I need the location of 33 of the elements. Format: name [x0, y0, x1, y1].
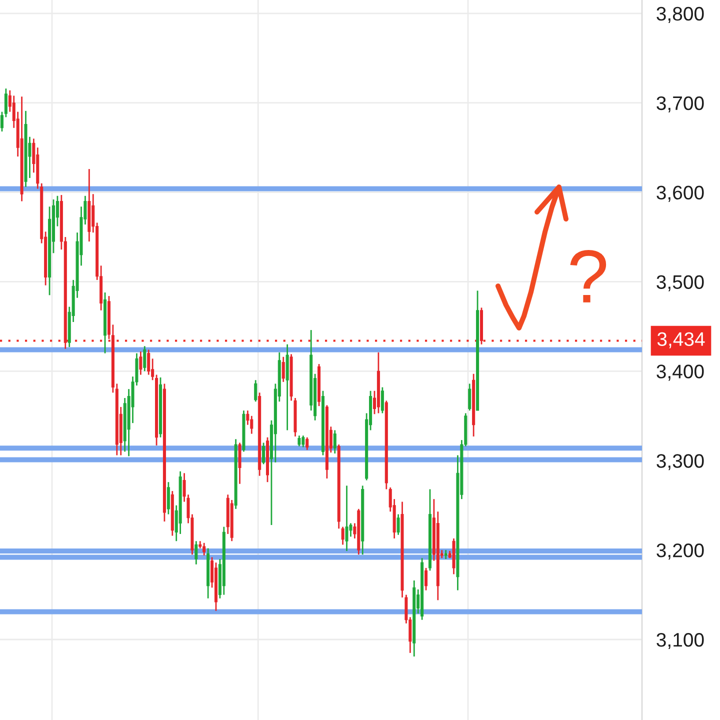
candlestick — [306, 436, 309, 451]
candlestick — [468, 383, 472, 412]
y-tick-label: 3,200 — [656, 544, 704, 560]
candlestick — [166, 481, 170, 515]
candlestick — [238, 442, 242, 485]
candlestick — [333, 430, 336, 454]
candlestick — [345, 484, 348, 552]
candlestick — [0, 111, 4, 132]
y-tick-label: 3,600 — [656, 186, 704, 202]
candlestick — [396, 514, 400, 536]
candlestick — [246, 410, 250, 426]
y-tick-label: 3,800 — [656, 6, 704, 23]
y-tick-label: 3,300 — [656, 454, 704, 470]
y-tick-label: 3,700 — [656, 96, 704, 112]
candlestick — [202, 542, 206, 556]
candlestick — [282, 356, 285, 383]
candlestick — [4, 88, 8, 118]
candlestick — [341, 526, 344, 546]
candlestick — [298, 434, 301, 448]
candlestick — [139, 350, 142, 376]
candlestick — [147, 349, 150, 376]
candlestick — [143, 345, 146, 372]
candlestick — [262, 442, 266, 465]
ref-line-label: 3,434 — [657, 332, 705, 348]
candlestick — [424, 567, 428, 592]
y-tick-label: 3,400 — [656, 364, 704, 381]
annotation: ? — [570, 250, 606, 302]
candlestick — [380, 386, 384, 414]
y-tick-label: 3,100 — [656, 632, 704, 650]
candlestick — [254, 379, 258, 402]
y-tick-label: 3,500 — [656, 275, 704, 292]
candlestick — [194, 540, 198, 566]
candlestick — [302, 434, 305, 448]
